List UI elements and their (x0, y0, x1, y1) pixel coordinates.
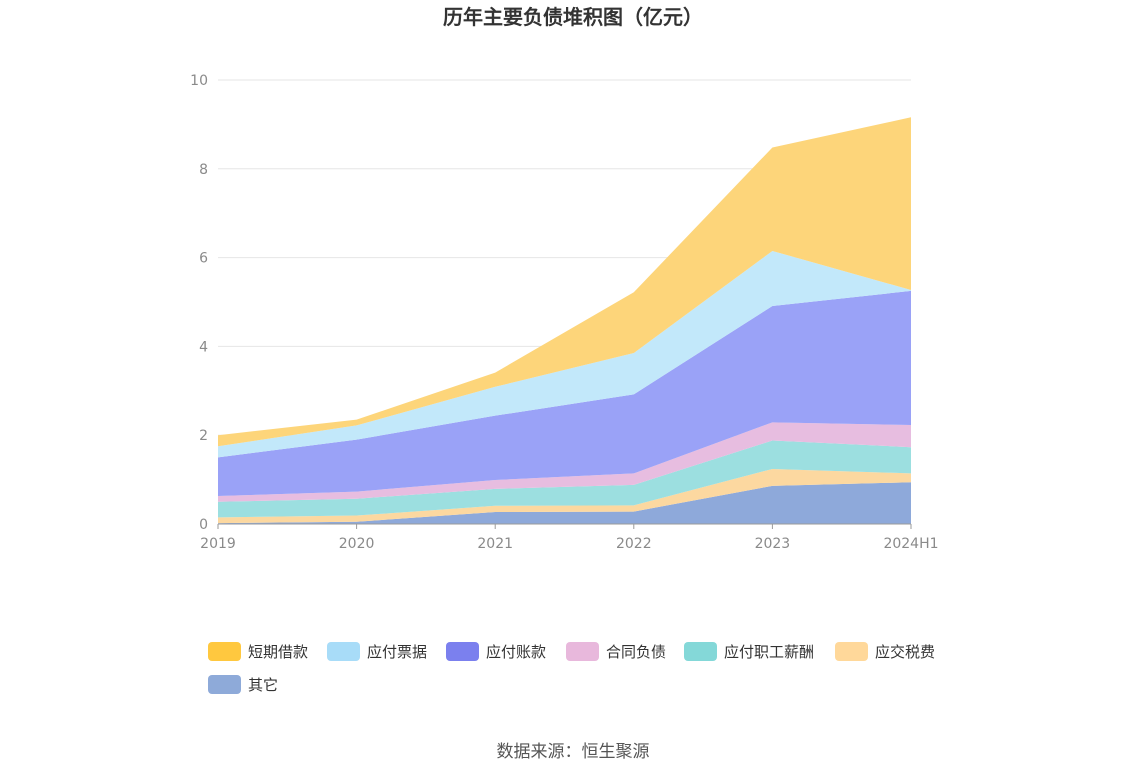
area-layers (218, 117, 911, 524)
axes: 0 2 4 6 8 10 2019 2020 2021 2022 2023 2024H1 (190, 73, 938, 552)
legend-label[interactable]: 应付账款 (486, 643, 546, 661)
area-series-6[interactable] (218, 117, 911, 447)
legend-swatch[interactable] (684, 642, 717, 661)
legend-swatch[interactable] (835, 642, 868, 661)
legend-label[interactable]: 应付职工薪酬 (724, 643, 814, 661)
source-label: 数据来源：恒生聚源 (497, 742, 650, 762)
y-tick-label: 0 (199, 517, 208, 533)
legend-swatch[interactable] (566, 642, 599, 661)
legend-label[interactable]: 短期借款 (248, 643, 308, 661)
area-series-0[interactable] (218, 482, 911, 524)
area-series-2[interactable] (218, 440, 911, 518)
y-tick-label: 10 (190, 73, 208, 89)
y-tick-label: 8 (199, 162, 208, 178)
legend-swatch[interactable] (208, 642, 241, 661)
x-tick-label: 2024H1 (883, 536, 938, 552)
x-tick-label: 2020 (339, 536, 375, 552)
y-tick-label: 6 (199, 251, 208, 267)
chart-title: 历年主要负债堆积图（亿元） (443, 5, 703, 29)
x-tick-label: 2021 (477, 536, 513, 552)
legend-label[interactable]: 应交税费 (875, 643, 935, 661)
area-series-5[interactable] (218, 250, 911, 458)
y-tick-label: 4 (199, 339, 208, 355)
area-series-1[interactable] (218, 468, 911, 524)
legend-label[interactable]: 其它 (248, 676, 278, 694)
x-tick-label: 2019 (200, 536, 236, 552)
area-series-4[interactable] (218, 290, 911, 497)
legend-label[interactable]: 合同负债 (606, 643, 666, 661)
area-series-3[interactable] (218, 422, 911, 502)
legend-swatch[interactable] (208, 675, 241, 694)
legend-swatch[interactable] (327, 642, 360, 661)
y-tick-label: 2 (199, 428, 208, 444)
legend-label[interactable]: 应付票据 (367, 643, 427, 661)
legend-swatch[interactable] (446, 642, 479, 661)
x-tick-label: 2022 (616, 536, 652, 552)
x-tick-label: 2023 (755, 536, 791, 552)
